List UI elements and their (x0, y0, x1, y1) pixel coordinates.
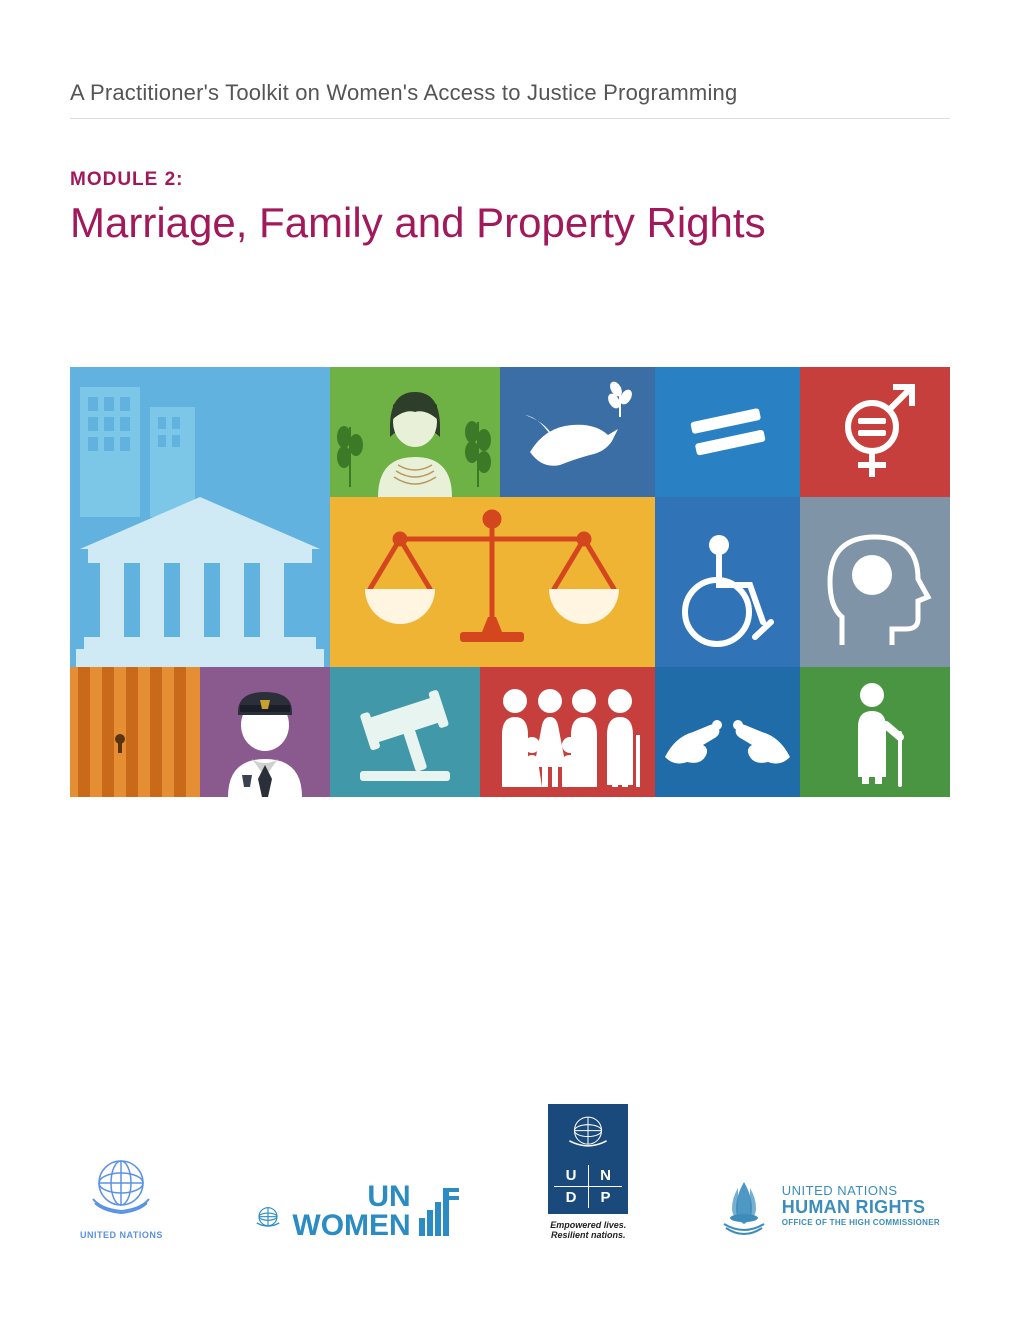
hands-sign-tile (655, 667, 800, 797)
woman-plants-tile (330, 367, 500, 497)
gender-equality-tile (800, 367, 950, 497)
buildings-courthouse-tile (70, 367, 330, 667)
scales-tile (330, 497, 655, 667)
unwomen-line1: UN (292, 1183, 410, 1212)
person-cane-tile (800, 667, 950, 797)
undp-n: N (589, 1165, 623, 1186)
undp-tag1: Empowered lives. (548, 1220, 628, 1230)
police-officer-tile (200, 667, 330, 797)
page-title: Marriage, Family and Property Rights (70, 199, 950, 247)
icon-grid (70, 367, 950, 797)
un-logo: UNITED NATIONS (80, 1151, 163, 1240)
module-label: MODULE 2: (70, 169, 950, 191)
undp-p: P (589, 1187, 623, 1208)
dove-tile (500, 367, 655, 497)
gavel-tile (330, 667, 480, 797)
ohchr-logo: UNITED NATIONS HUMAN RIGHTS OFFICE OF TH… (716, 1170, 940, 1240)
unwomen-logo: UN WOMEN (250, 1183, 460, 1240)
ohchr-line2: HUMAN RIGHTS (782, 1198, 940, 1216)
wheelchair-tile (655, 497, 800, 667)
equal-sign-tile (655, 367, 800, 497)
undp-u: U (554, 1165, 588, 1186)
undp-logo: U N D P Empowered lives. Resilient natio… (548, 1104, 628, 1240)
head-profile-tile (800, 497, 950, 667)
toolkit-subtitle: A Practitioner's Toolkit on Women's Acce… (70, 80, 950, 119)
unwomen-line2: WOMEN (292, 1212, 410, 1241)
ohchr-line3: OFFICE OF THE HIGH COMMISSIONER (782, 1218, 940, 1227)
prison-bars-tile (70, 667, 200, 797)
un-label: UNITED NATIONS (80, 1230, 163, 1240)
undp-d: D (554, 1187, 588, 1208)
partner-logos: UNITED NATIONS UN WOMEN (70, 1104, 950, 1260)
ohchr-line1: UNITED NATIONS (782, 1183, 940, 1198)
family-group-tile (480, 667, 655, 797)
undp-tag2: Resilient nations. (548, 1230, 628, 1240)
